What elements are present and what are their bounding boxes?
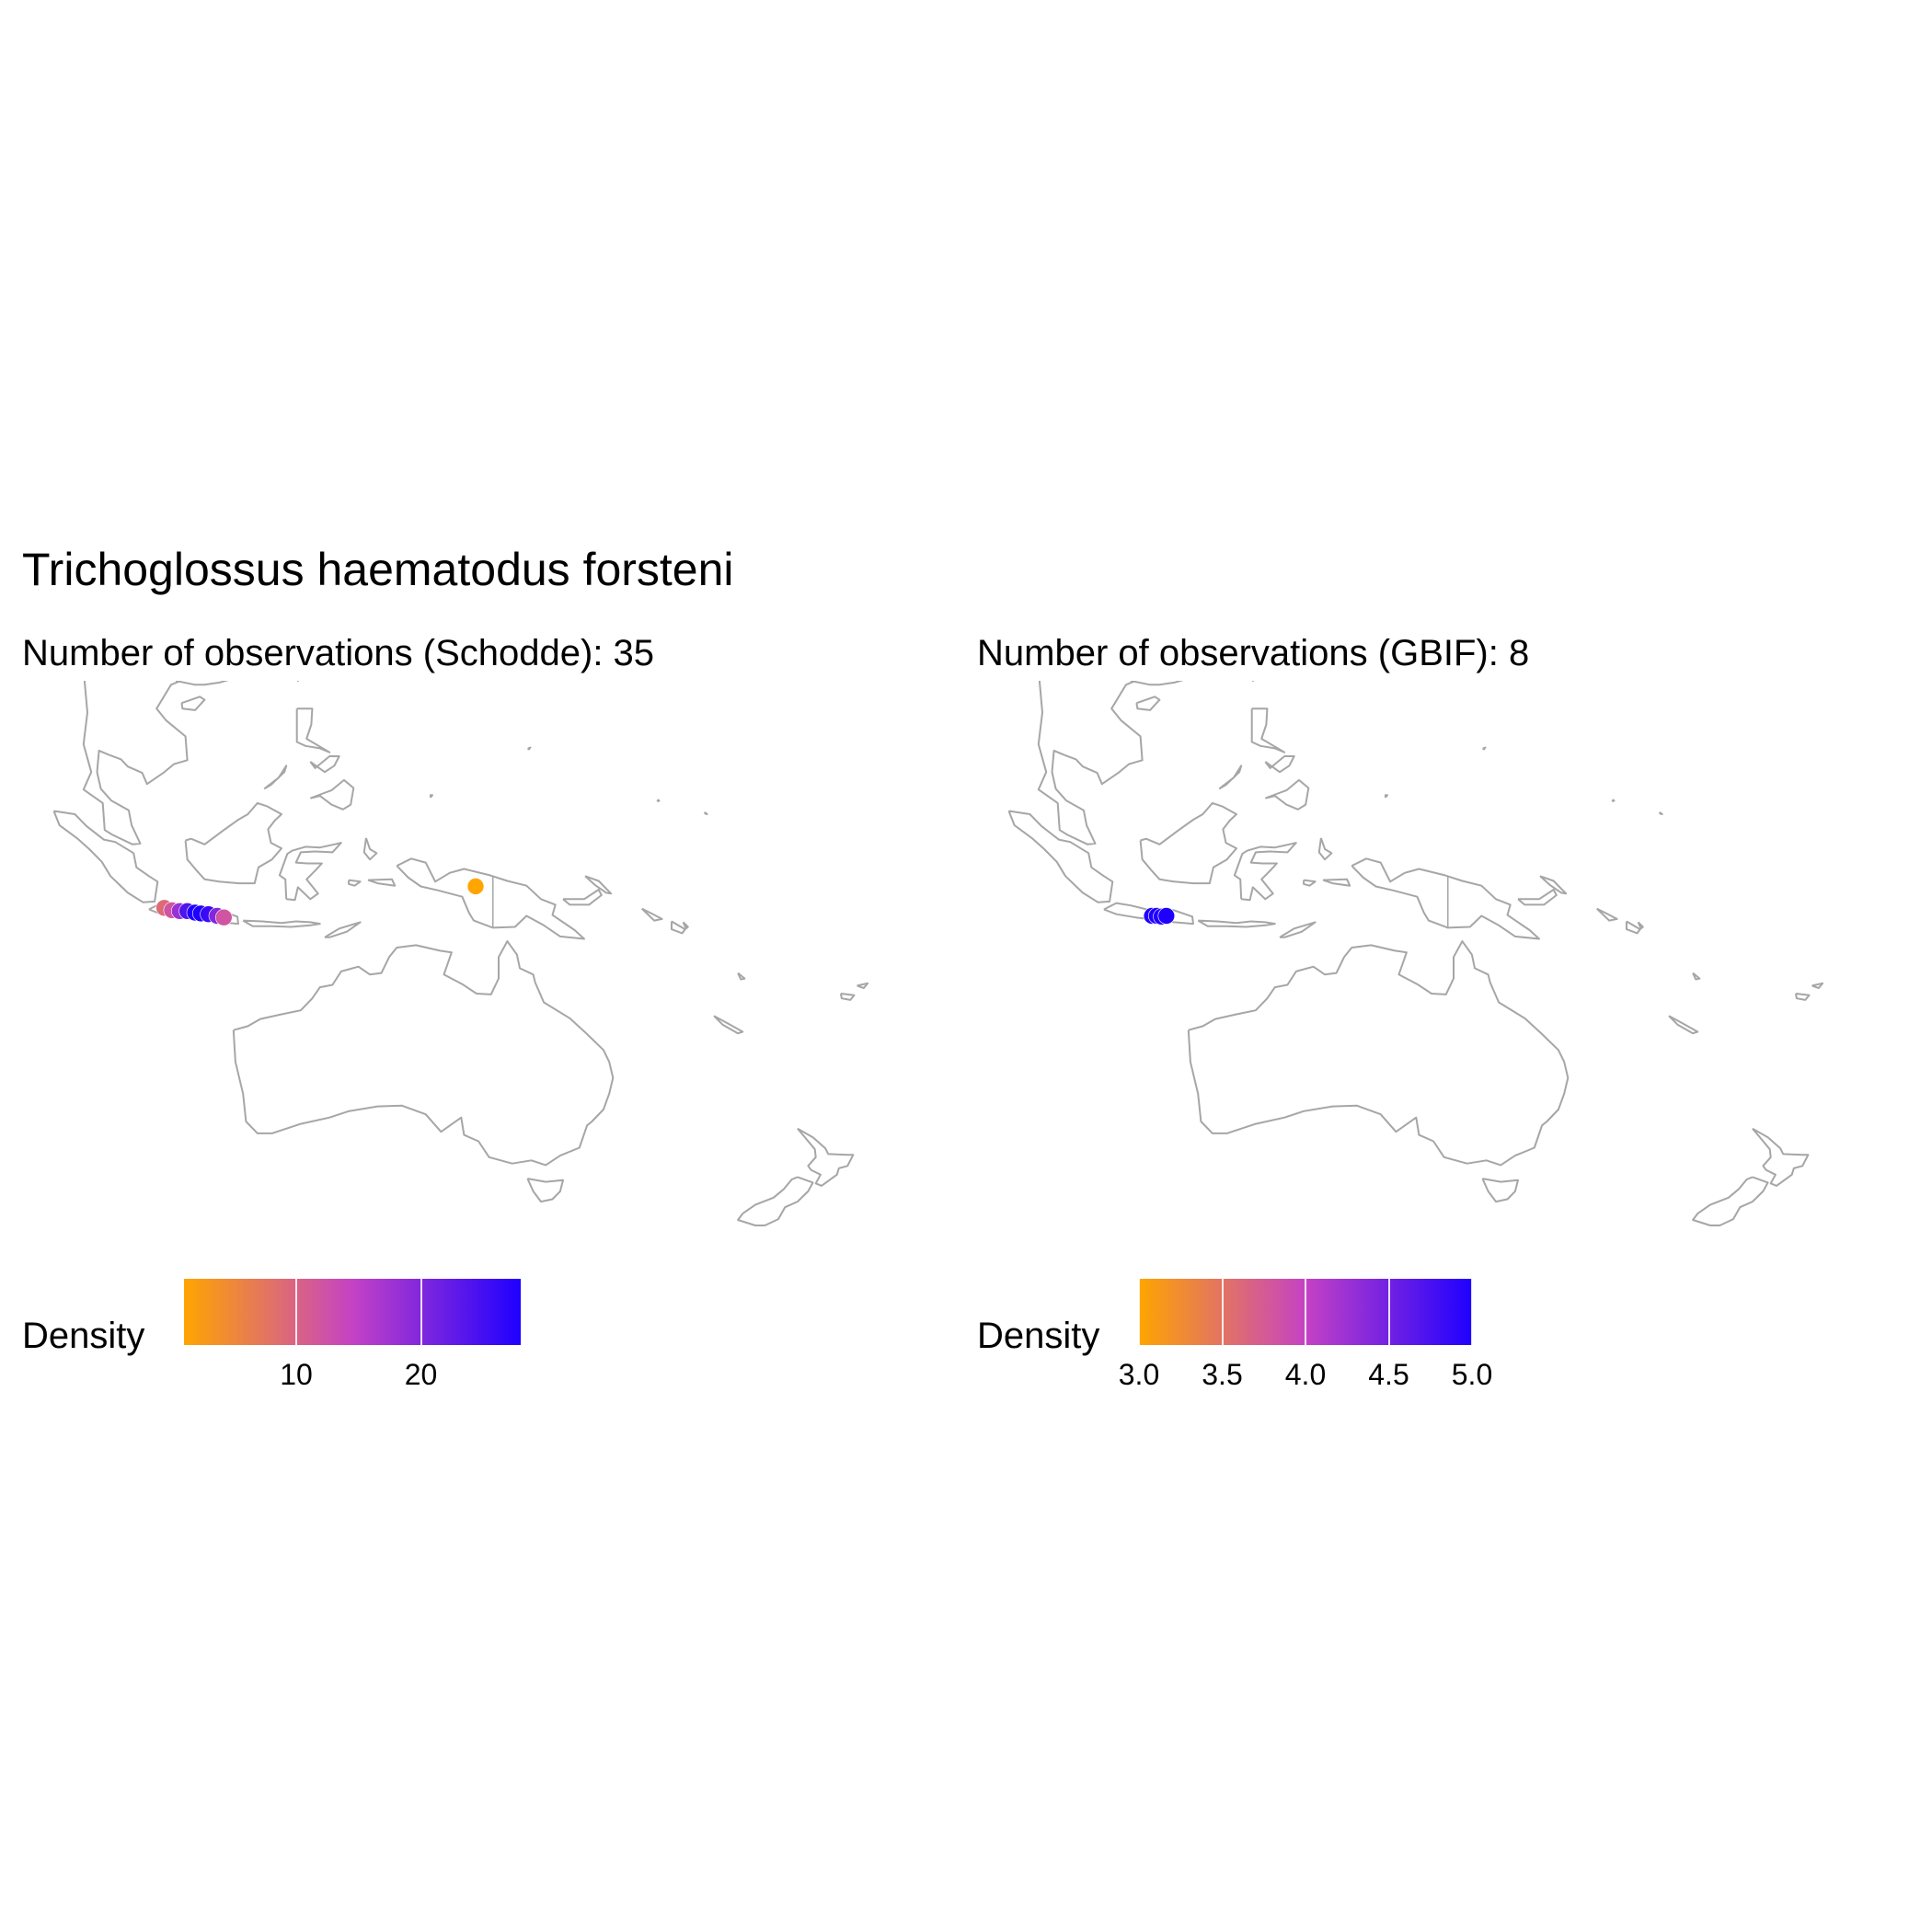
coastline-vanuatu: [737, 972, 746, 981]
map-gbif: [977, 608, 1842, 1260]
coastline-java: [1103, 902, 1194, 926]
coastline-fiji: [1794, 993, 1811, 1001]
coastline-tasmania: [526, 1178, 564, 1203]
coastline-tasmania: [1481, 1178, 1519, 1203]
coastline-luzon: [1250, 707, 1286, 753]
colorbar-tick-label: 10: [280, 1358, 313, 1391]
observation-point: [1157, 907, 1176, 925]
coastline-timor: [1279, 921, 1317, 938]
coastline-solomons-a: [1596, 907, 1618, 922]
legend-schodde: Density 10 20: [22, 1279, 574, 1391]
coastline-new-ireland: [1539, 875, 1568, 895]
coastline-malay-peninsula: [1037, 680, 1144, 845]
coastline-new-guinea: [396, 857, 585, 940]
colorbar-tick-label: 4.0: [1284, 1358, 1327, 1391]
coastline-solomons-c: [682, 921, 689, 930]
coastline-new-britain: [1517, 889, 1558, 906]
coastline-sulawesi: [1233, 842, 1297, 902]
coastline-buru: [348, 879, 362, 887]
colorbar-tick-mark: [1221, 1279, 1224, 1345]
coastline-mindanao: [1264, 778, 1310, 811]
coastline-sumatra: [52, 810, 159, 903]
coastline-solomons-b: [671, 920, 686, 935]
map-svg-gbif: [1007, 608, 1824, 1226]
coastline-vanuatu: [1692, 972, 1701, 981]
coastline-australia: [1187, 940, 1570, 1167]
colorbar-tick-mark: [420, 1279, 422, 1345]
coastline-china-coast: [1130, 608, 1271, 686]
coastline-new-ireland: [584, 875, 613, 895]
coastline-malay-peninsula: [82, 680, 189, 845]
observation-point: [466, 878, 485, 895]
coastline-small-isl-4: [1482, 746, 1487, 751]
coastline-hainan: [180, 696, 206, 711]
coastline-mindanao: [309, 778, 355, 811]
figure-title: Trichoglossus haematodus forsteni: [22, 544, 734, 595]
coastline-fiji: [839, 993, 856, 1001]
coastline-palawan: [1218, 765, 1243, 790]
map-svg-schodde: [52, 608, 869, 1226]
coastline-small-isl-3: [429, 794, 433, 799]
colorbar-tick-label: 20: [404, 1358, 438, 1391]
coastline-small-isl-2: [656, 799, 661, 803]
coastline-buru: [1303, 879, 1317, 887]
coastline-bali-nusa: [242, 919, 321, 928]
coastline-fiji-b: [1811, 982, 1824, 989]
coastline-luzon: [295, 707, 331, 753]
coastline-small-isl-1: [1658, 811, 1663, 815]
coastline-new-caledonia: [713, 1015, 744, 1035]
colorbar-tick-mark: [1387, 1279, 1390, 1345]
observation-point: [215, 908, 233, 926]
coastline-small-isl-1: [703, 811, 708, 815]
coastline-visayas: [1264, 755, 1295, 774]
legend-gbif: Density 3.0 3.5 4.0 4.5 5.0: [977, 1279, 1529, 1391]
coastline-sumatra: [1007, 810, 1114, 903]
subtitle-gbif: Number of observations (GBIF): 8: [977, 633, 1530, 673]
coastline-visayas: [309, 755, 340, 774]
colorbar-tick-mark: [1138, 1279, 1140, 1345]
subtitle-schodde: Number of observations (Schodde): 35: [22, 633, 655, 673]
colorbar-tick-mark: [295, 1279, 297, 1345]
coastline-small-isl-2: [1611, 799, 1616, 803]
coastline-small-isl-3: [1384, 794, 1388, 799]
coastline-solomons-a: [641, 907, 663, 922]
coastline-hainan: [1135, 696, 1161, 711]
coastline-fiji-b: [857, 982, 869, 989]
coastline-halmahera: [362, 837, 378, 861]
coastline-timor: [324, 921, 362, 938]
coastline-new-britain: [562, 889, 603, 906]
coastline-new-caledonia: [1668, 1015, 1699, 1035]
coastline-new-guinea: [1351, 857, 1540, 940]
coastline-borneo: [184, 801, 282, 885]
coastline-small-isl-4: [527, 746, 532, 751]
coastline-nz-north: [1752, 1127, 1810, 1187]
legend-title: Density: [977, 1316, 1100, 1356]
colorbar-tick-label: 3.5: [1202, 1358, 1243, 1391]
coastline-australia: [232, 940, 615, 1167]
map-schodde: [22, 608, 887, 1260]
colorbar-tick-label: 3.0: [1118, 1358, 1160, 1391]
coastline-nz-south: [737, 1176, 814, 1226]
coastline-nz-south: [1692, 1176, 1769, 1226]
coastline-nz-north: [797, 1127, 855, 1187]
colorbar-tick-label: 4.5: [1368, 1358, 1409, 1391]
colorbar-tick-mark: [1305, 1279, 1306, 1345]
colorbar-tick-mark: [1471, 1279, 1473, 1345]
legend-title: Density: [22, 1316, 145, 1356]
coastline-china-coast: [175, 608, 316, 686]
coastline-halmahera: [1317, 837, 1333, 861]
coastline-palawan: [263, 765, 288, 790]
colorbar-tick-label: 5.0: [1451, 1358, 1493, 1391]
coastline-sulawesi: [278, 842, 342, 902]
coastline-solomons-b: [1626, 920, 1641, 935]
coastline-solomons-c: [1637, 921, 1644, 930]
coastline-borneo: [1139, 801, 1237, 885]
coastline-seram: [367, 878, 397, 887]
coastline-bali-nusa: [1197, 919, 1276, 928]
coastline-seram: [1322, 878, 1351, 887]
legend-colorbar: [184, 1279, 521, 1345]
